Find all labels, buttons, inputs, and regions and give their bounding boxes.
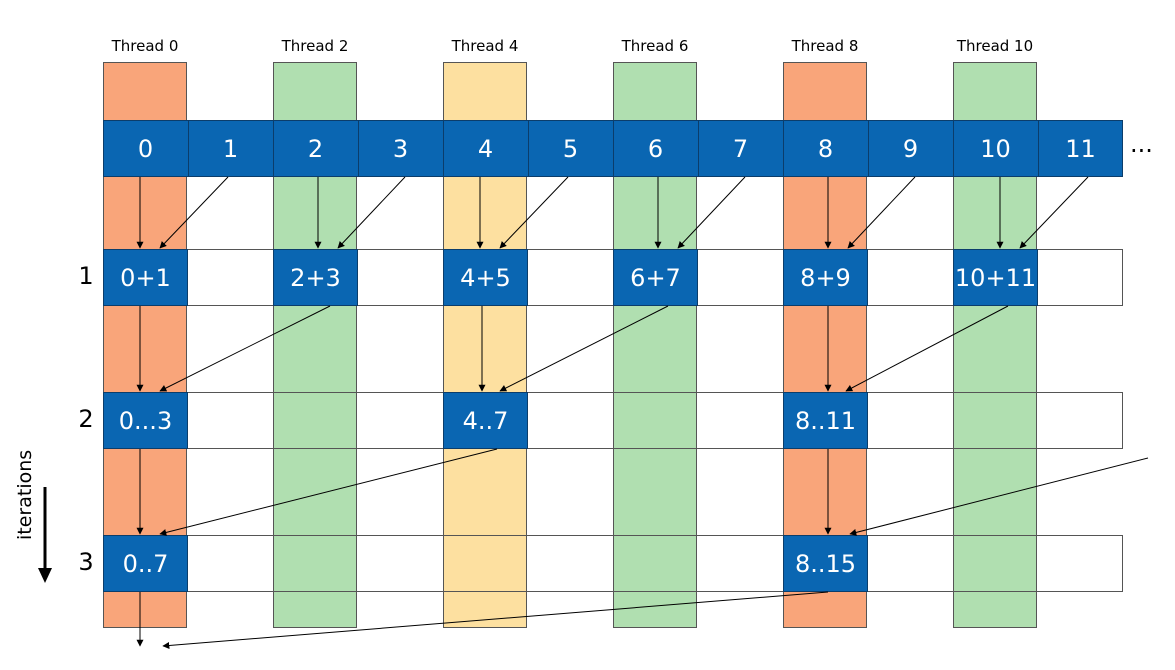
input-cell: 1 <box>222 134 239 163</box>
arrow <box>845 305 1009 392</box>
cell-divider <box>868 120 869 177</box>
arrow <box>1019 176 1089 249</box>
iteration-label: 2 <box>78 405 94 433</box>
sum-cell: 0..7 <box>103 535 188 592</box>
arrow <box>677 176 746 249</box>
sum-cell: 10+11 <box>953 249 1038 306</box>
thread-label: Thread 4 <box>451 37 519 55</box>
cell-divider <box>528 120 529 177</box>
arrow <box>849 457 1149 536</box>
input-cell: 7 <box>732 134 749 163</box>
input-cell: 6 <box>647 134 664 163</box>
arrow <box>159 176 229 249</box>
thread-label: Thread 8 <box>791 37 859 55</box>
arrow <box>337 176 406 249</box>
arrow <box>159 448 498 536</box>
cell-divider <box>783 120 784 177</box>
input-cell: 10 <box>980 134 1011 163</box>
arrow <box>162 591 829 649</box>
sum-cell: 0+1 <box>103 249 188 306</box>
sum-cell: 6+7 <box>613 249 698 306</box>
cell-divider <box>613 120 614 177</box>
cell-divider <box>698 120 699 177</box>
sum-cell: 4+5 <box>443 249 528 306</box>
arrow <box>499 305 669 392</box>
thread-label: Thread 6 <box>621 37 689 55</box>
arrow <box>159 305 331 392</box>
sum-cell: 8..15 <box>783 535 868 592</box>
input-cell: 2 <box>307 134 324 163</box>
sum-cell: 8..11 <box>783 392 868 449</box>
input-cell: 11 <box>1065 134 1096 163</box>
arrow <box>847 176 916 249</box>
cell-divider <box>953 120 954 177</box>
sum-cell: 2+3 <box>273 249 358 306</box>
sum-cell: 0...3 <box>103 392 188 449</box>
cell-divider <box>1038 120 1039 177</box>
thread-label: Thread 0 <box>111 37 179 55</box>
iteration-label: 1 <box>78 262 94 290</box>
arrow <box>499 176 569 249</box>
thread-label: Thread 10 <box>956 37 1034 55</box>
input-cell: 0 <box>137 134 154 163</box>
cell-divider <box>273 120 274 177</box>
input-cell: 4 <box>477 134 494 163</box>
cell-divider <box>358 120 359 177</box>
sum-cell: 4..7 <box>443 392 528 449</box>
iteration-label: 3 <box>78 548 94 576</box>
input-cell: 3 <box>392 134 409 163</box>
cell-divider <box>443 120 444 177</box>
sum-cell: 8+9 <box>783 249 868 306</box>
ellipsis: ... <box>1130 130 1153 158</box>
input-cell: 8 <box>817 134 834 163</box>
iterations-axis-arrowhead <box>38 568 52 583</box>
thread-label: Thread 2 <box>281 37 349 55</box>
input-cell: 5 <box>562 134 579 163</box>
cell-divider <box>188 120 189 177</box>
input-cell: 9 <box>902 134 919 163</box>
